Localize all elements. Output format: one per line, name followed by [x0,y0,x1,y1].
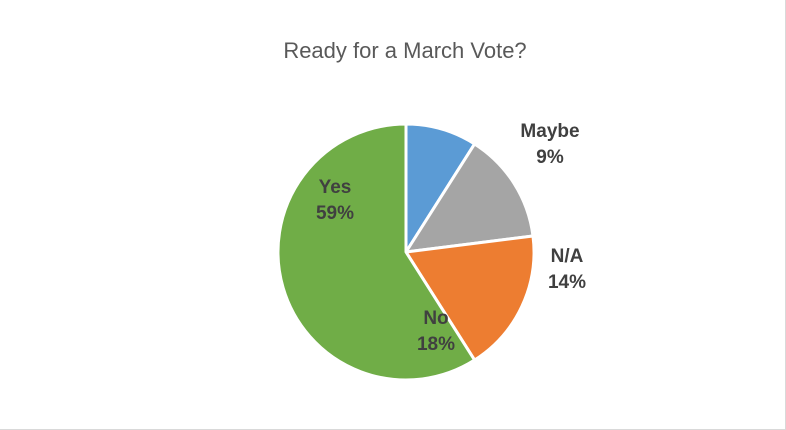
data-label-percent-yes: 59% [316,203,354,224]
data-label-percent-no: 18% [417,334,455,355]
data-label-category-maybe: Maybe [520,121,579,142]
data-label-percent-maybe: 9% [536,147,564,168]
pie-slice-yes [276,122,477,382]
pie-slice-n-a [404,142,535,254]
data-label-percent-n-a: 14% [548,272,586,293]
pie-slice-no [404,234,536,362]
pie-slices [276,122,536,382]
data-label-category-no: No [423,308,448,329]
pie-data-labels: Maybe 9% N/A 14% No 18% Yes 59% [316,121,586,355]
data-label-category-n-a: N/A [551,246,584,267]
data-label-category-yes: Yes [319,177,352,198]
chart-title: Ready for a March Vote? [283,38,526,63]
